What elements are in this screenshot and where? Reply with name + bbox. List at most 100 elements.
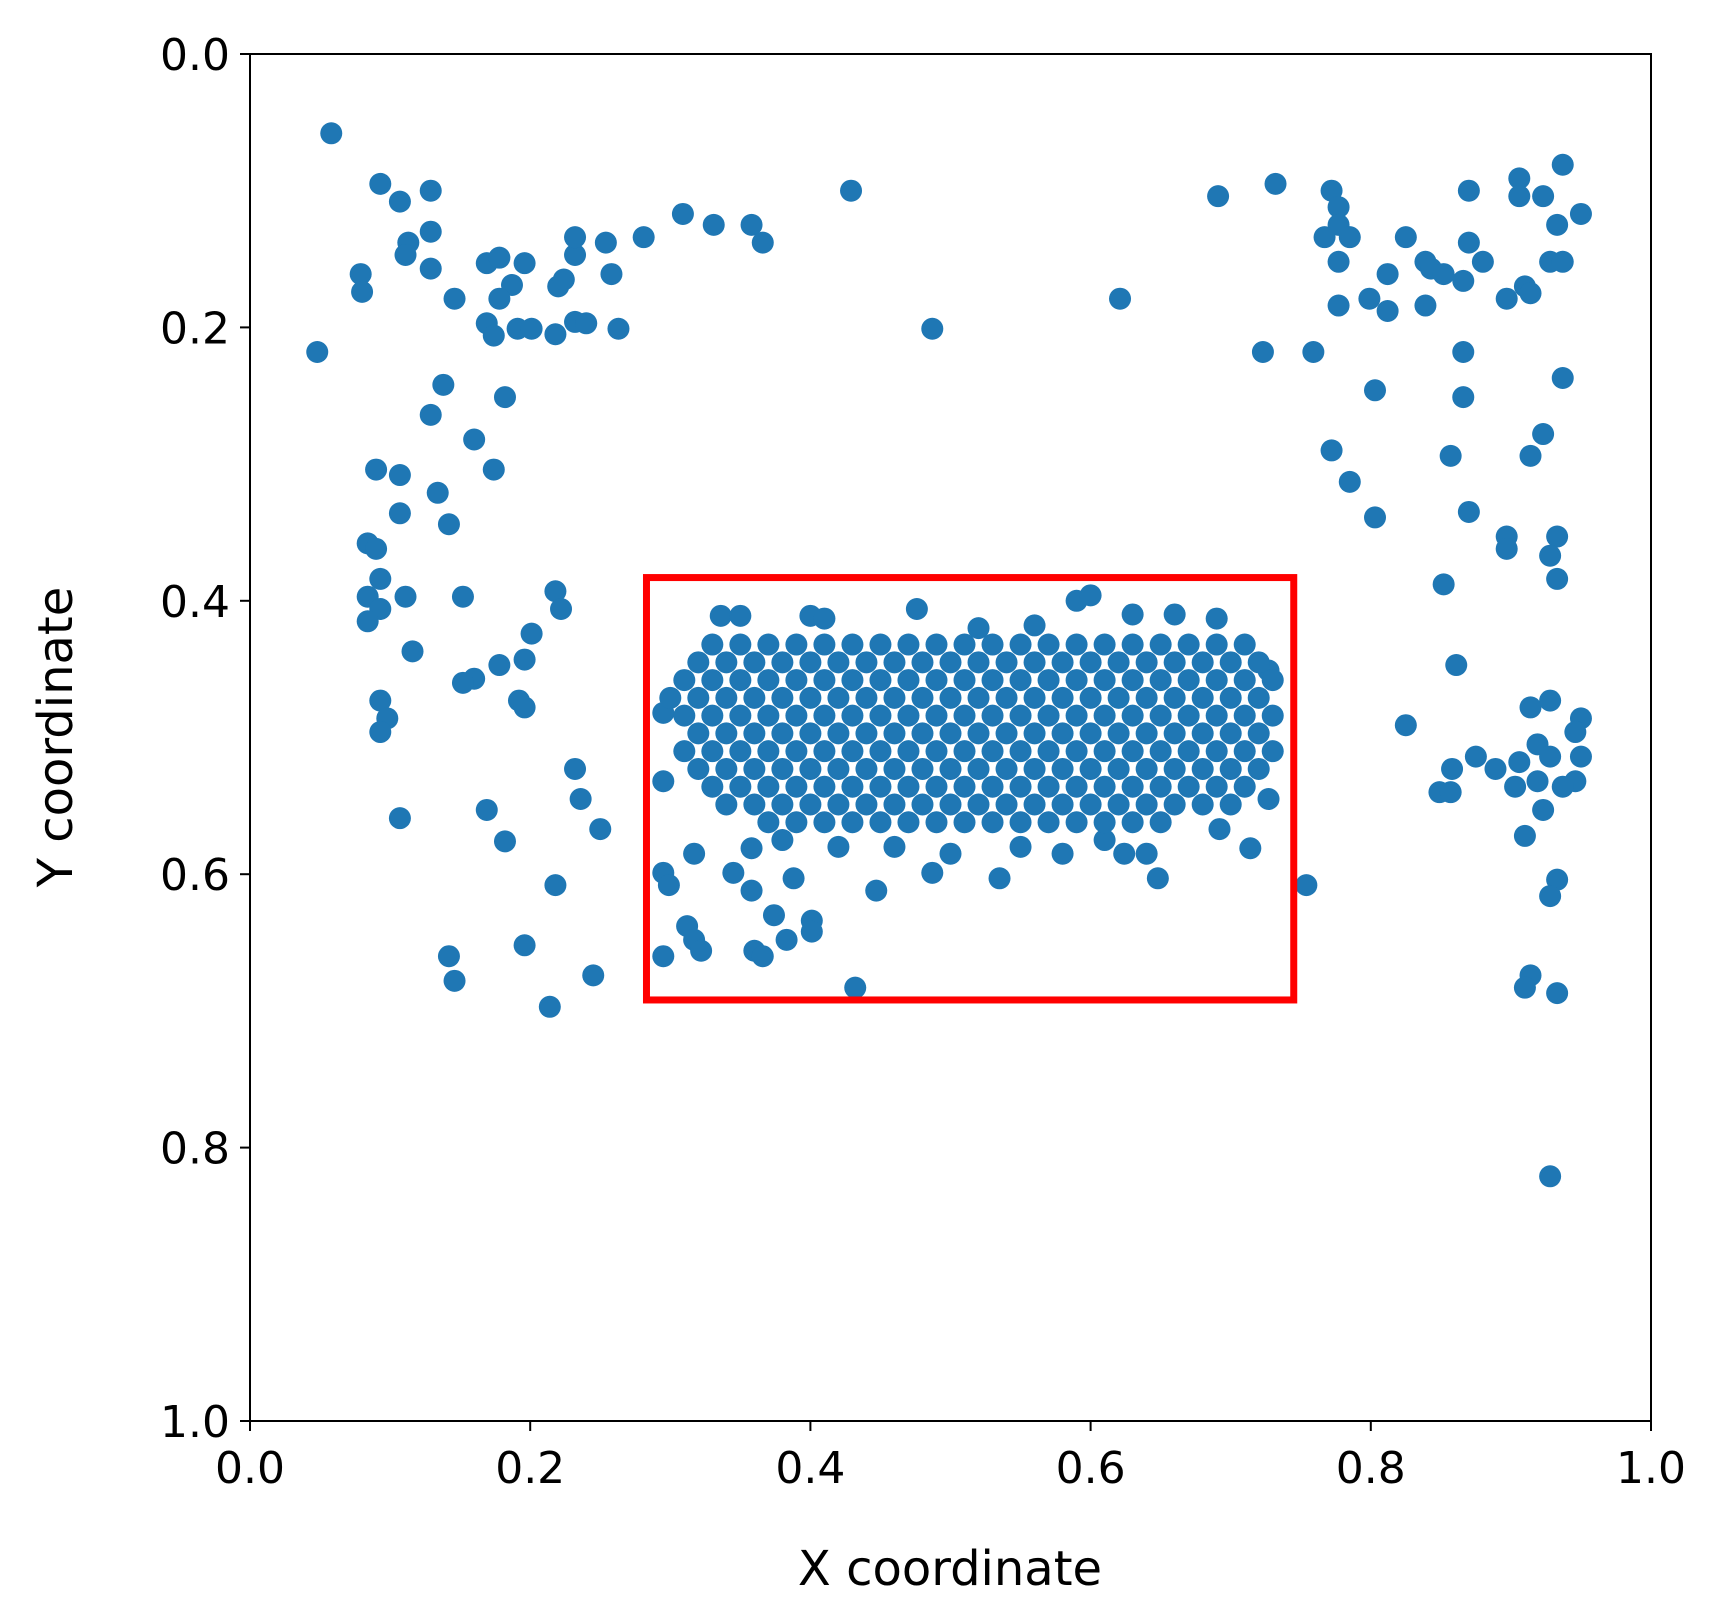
- point: [550, 598, 573, 621]
- point: [1149, 669, 1172, 692]
- point: [729, 633, 752, 656]
- point: [475, 798, 498, 821]
- point: [1107, 651, 1130, 674]
- point: [652, 945, 675, 968]
- point: [883, 793, 906, 816]
- point: [1251, 341, 1274, 364]
- point: [1205, 669, 1228, 692]
- point: [771, 829, 794, 852]
- point: [855, 757, 878, 780]
- point: [1364, 379, 1387, 402]
- point: [841, 740, 864, 763]
- point: [1539, 745, 1562, 768]
- point: [743, 757, 766, 780]
- point: [981, 811, 1004, 834]
- point: [1121, 633, 1144, 656]
- point: [1177, 633, 1200, 656]
- point: [1302, 341, 1325, 364]
- point: [844, 976, 867, 999]
- point: [799, 722, 822, 745]
- point: [995, 722, 1018, 745]
- point: [1376, 299, 1399, 322]
- point: [1414, 294, 1437, 317]
- point: [1539, 1165, 1562, 1188]
- point: [799, 651, 822, 674]
- point: [1233, 775, 1256, 798]
- point: [1093, 740, 1116, 763]
- point: [520, 317, 543, 340]
- point: [1508, 167, 1531, 190]
- point: [771, 757, 794, 780]
- point: [1177, 669, 1200, 692]
- point: [1191, 651, 1214, 674]
- point: [306, 341, 329, 364]
- point: [1051, 722, 1074, 745]
- point: [1177, 740, 1200, 763]
- point: [1121, 740, 1144, 763]
- point: [995, 793, 1018, 816]
- point: [771, 722, 794, 745]
- point: [401, 640, 424, 663]
- point: [967, 686, 990, 709]
- point: [869, 633, 892, 656]
- point: [701, 669, 724, 692]
- point: [1471, 250, 1494, 273]
- x-axis-label: X coordinate: [798, 1541, 1102, 1597]
- point: [683, 842, 706, 865]
- point: [1445, 654, 1468, 677]
- y-tick-label: 0.2: [160, 303, 230, 354]
- point: [813, 775, 836, 798]
- point: [687, 722, 710, 745]
- point: [757, 775, 780, 798]
- point: [1149, 633, 1172, 656]
- point: [488, 654, 511, 677]
- point: [488, 287, 511, 310]
- point: [1484, 757, 1507, 780]
- point: [1023, 722, 1046, 745]
- point: [995, 757, 1018, 780]
- y-tick-label: 0.6: [160, 850, 230, 901]
- point: [1191, 686, 1214, 709]
- point: [1261, 669, 1284, 692]
- point: [1205, 607, 1228, 630]
- point: [451, 671, 474, 694]
- point: [813, 811, 836, 834]
- point: [513, 648, 536, 671]
- point: [1327, 294, 1350, 317]
- point: [1546, 868, 1569, 891]
- point: [740, 879, 763, 902]
- point: [1539, 885, 1562, 908]
- point: [1079, 722, 1102, 745]
- point: [607, 317, 630, 340]
- point: [1009, 775, 1032, 798]
- point: [1551, 250, 1574, 273]
- highlight-box: [642, 574, 1298, 1004]
- point: [1519, 282, 1542, 305]
- point: [911, 757, 934, 780]
- point: [743, 651, 766, 674]
- point: [1546, 213, 1569, 236]
- point: [1513, 824, 1536, 847]
- point: [911, 651, 934, 674]
- point: [1313, 226, 1336, 249]
- point: [1295, 874, 1318, 897]
- point: [813, 669, 836, 692]
- point: [1135, 686, 1158, 709]
- axes-frame: [249, 53, 1652, 1422]
- point: [1121, 811, 1144, 834]
- point: [1023, 757, 1046, 780]
- point: [1191, 757, 1214, 780]
- point: [799, 686, 822, 709]
- point: [1009, 704, 1032, 727]
- point: [552, 268, 575, 291]
- point: [1551, 366, 1574, 389]
- point: [1149, 775, 1172, 798]
- point: [782, 867, 805, 890]
- point: [1546, 567, 1569, 590]
- y-tick-label: 0.8: [160, 1124, 230, 1175]
- point: [1093, 704, 1116, 727]
- point: [827, 793, 850, 816]
- point: [921, 861, 944, 884]
- point: [365, 537, 388, 560]
- point: [981, 704, 1004, 727]
